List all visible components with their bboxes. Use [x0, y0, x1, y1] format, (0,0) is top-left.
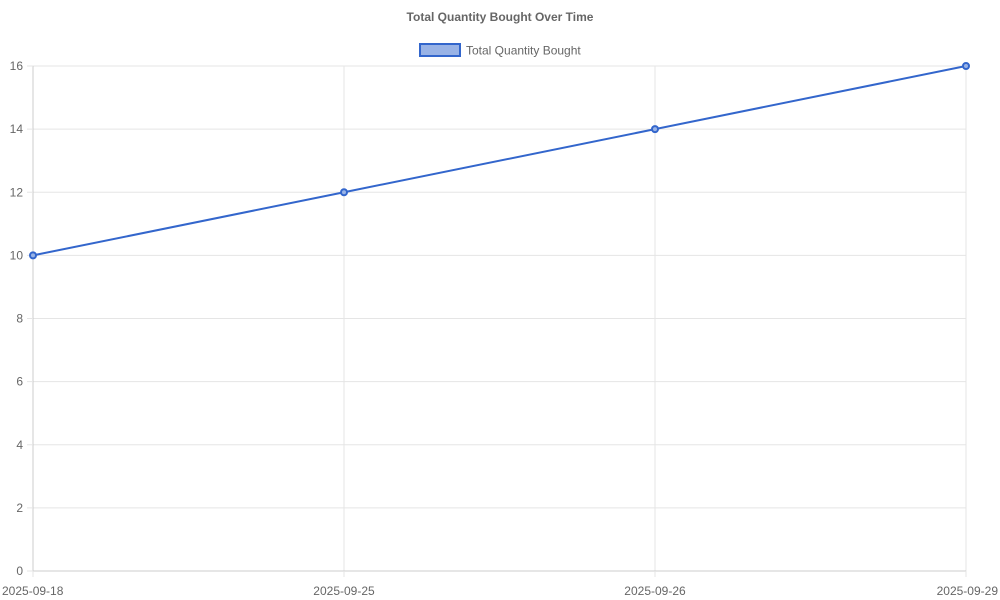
x-tick-label: 2025-09-18	[2, 584, 64, 598]
series-line	[32, 65, 967, 257]
y-tick-label: 6	[16, 375, 23, 389]
y-tick-label: 2	[16, 501, 23, 515]
x-tick-label: 2025-09-26	[624, 584, 686, 598]
chart-title: Total Quantity Bought Over Time	[407, 10, 594, 24]
data-point	[651, 125, 659, 134]
x-axis-ticks: 2025-09-18 2025-09-25 2025-09-26 2025-09-29	[2, 571, 998, 598]
y-tick-label: 0	[16, 564, 23, 578]
data-point	[340, 188, 348, 197]
y-tick-label: 8	[16, 312, 23, 326]
x-tick-label: 2025-09-29	[937, 584, 999, 598]
data-point	[29, 251, 37, 260]
x-tick-label: 2025-09-25	[313, 584, 375, 598]
y-axis-ticks: 0 2 4 6 8 10 12 14 16	[10, 59, 33, 578]
legend[interactable]: Total Quantity Bought	[419, 43, 581, 58]
legend-label: Total Quantity Bought	[466, 44, 581, 58]
legend-swatch	[419, 43, 461, 57]
y-tick-label: 14	[10, 122, 24, 136]
y-tick-label: 4	[16, 438, 23, 452]
y-tick-label: 12	[10, 185, 24, 199]
data-point	[962, 62, 970, 70]
y-tick-label: 10	[10, 248, 24, 262]
y-tick-label: 16	[10, 59, 24, 73]
series-line-group	[29, 62, 970, 260]
grid-lines	[33, 65, 967, 571]
